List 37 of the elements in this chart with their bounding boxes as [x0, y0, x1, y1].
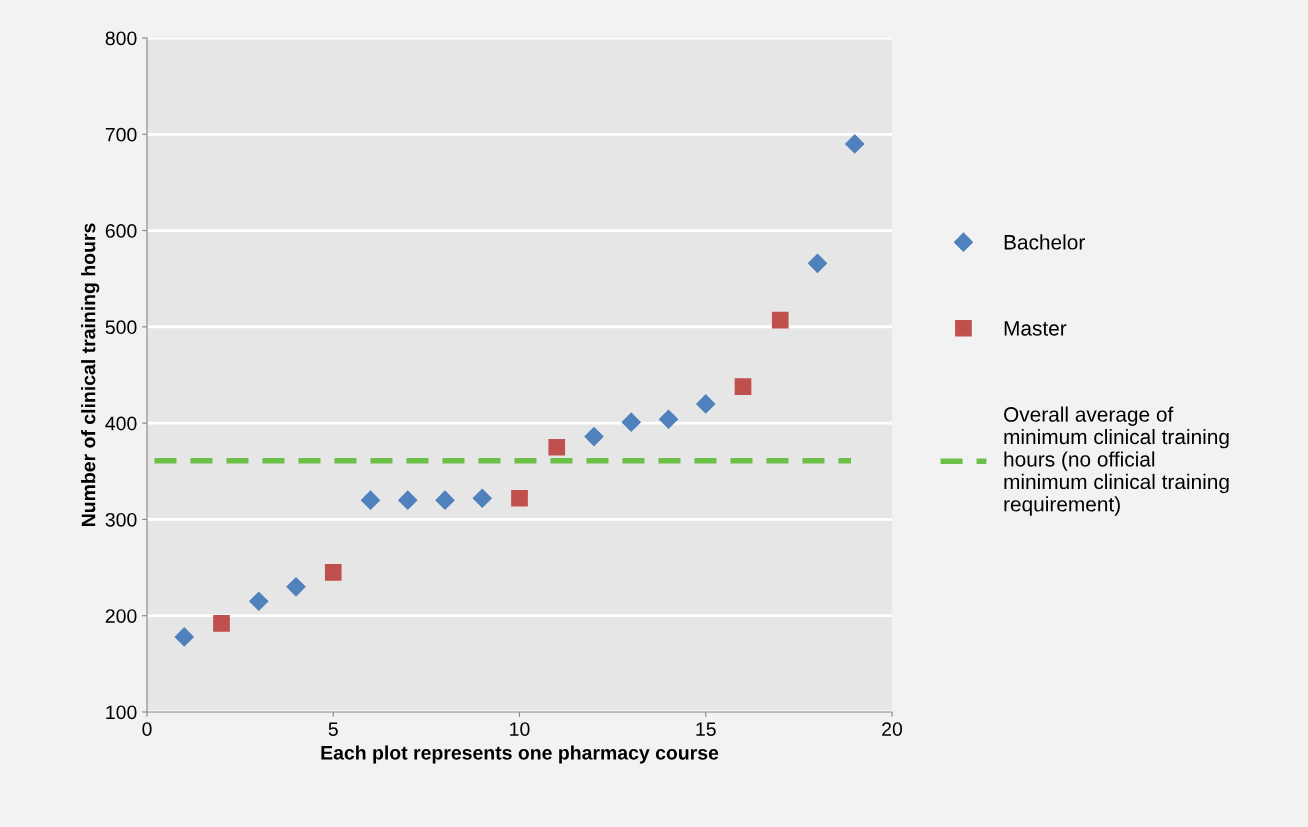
- point: [174, 627, 194, 647]
- point: [398, 490, 418, 510]
- y-tick-label: 300: [105, 512, 137, 527]
- point: [807, 253, 828, 273]
- point: [435, 490, 455, 510]
- x-tick-label: 5: [328, 722, 338, 736]
- point: [548, 438, 566, 456]
- point: [696, 394, 716, 414]
- point: [584, 427, 604, 447]
- legend-label: Overall average of minimum clinical training hours (no official minimum clinical training requirement): [1004, 406, 1229, 516]
- point: [658, 409, 679, 429]
- point: [324, 564, 342, 581]
- y-tick-label: 200: [105, 609, 137, 623]
- point: [472, 488, 492, 508]
- point: [249, 591, 269, 611]
- point: [213, 615, 230, 632]
- legend-label: Master: [1004, 321, 1067, 336]
- point: [621, 412, 641, 432]
- x-tick-label: 0: [142, 722, 152, 736]
- y-tick-label: 500: [105, 320, 137, 335]
- point: [771, 311, 789, 329]
- x-tick-label: 15: [696, 722, 716, 736]
- x-axis-title: Each plot represents one pharmacy course: [321, 745, 719, 764]
- point: [360, 490, 381, 510]
- y-tick-label: 800: [105, 31, 137, 46]
- y-tick-label: 700: [105, 127, 137, 142]
- point: [734, 378, 752, 395]
- x-tick-label: 10: [510, 722, 530, 736]
- legend-label: Bachelor: [1004, 234, 1085, 250]
- x-tick-label: 20: [882, 722, 903, 736]
- point: [845, 134, 865, 154]
- y-tick-label: 600: [105, 224, 137, 238]
- point: [511, 489, 528, 507]
- y-tick-label: 100: [106, 705, 137, 720]
- y-axis-title: Number of clinical training hours: [81, 223, 100, 527]
- point: [286, 577, 306, 597]
- y-tick-label: 400: [105, 416, 137, 431]
